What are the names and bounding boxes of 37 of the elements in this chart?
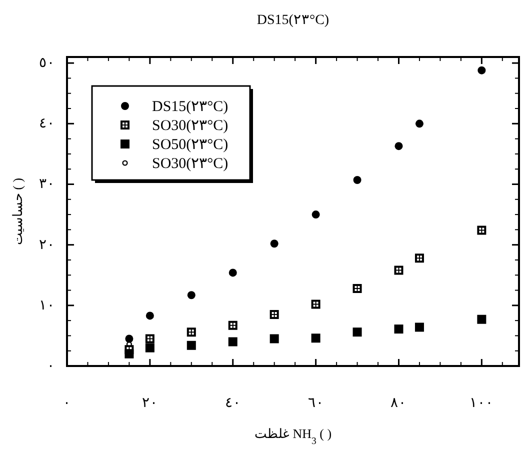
legend-label: SO30(٢٣°C) [152,156,228,172]
point [394,324,404,334]
x-tick-label: ١٠٠ [470,396,494,411]
y-axis-title: حساسیت ( ) [10,178,25,246]
x-tick-label: ٤٠ [224,396,241,411]
point [353,176,362,184]
point [125,334,134,343]
y-tick-label: ٢٠ [39,238,55,253]
x-tick-label: ٠ [63,396,71,411]
point [312,210,320,219]
legend-label: DS15(٢٣°C) [152,99,228,115]
x-tick-label: ٦٠ [308,396,324,411]
legend-label: SO50(٢٣°C) [152,137,228,153]
point [228,337,238,346]
point [477,314,486,324]
point [186,340,196,350]
x-tick-label: ٢٠ [142,396,158,411]
point [352,328,362,337]
y-tick-label: ٣٠ [39,177,55,192]
point [478,66,486,74]
point [415,120,424,128]
point [394,142,403,150]
point [270,334,279,344]
y-tick-label: ٥٠ [39,56,55,72]
legend-label: SO30(٢٣°C) [152,118,228,134]
y-tick-label: ٤٠ [39,116,55,132]
y-tick-label: ١٠ [39,298,55,314]
point [187,291,196,300]
point [145,343,154,352]
point [311,334,320,343]
point [146,312,154,320]
y-tick-label: ٠ [47,359,55,374]
chart-title: DS15(٢٣°C) [256,13,330,28]
point [414,322,424,332]
point [270,240,278,248]
x-tick-label: ٨٠ [390,396,407,411]
point [228,268,237,277]
